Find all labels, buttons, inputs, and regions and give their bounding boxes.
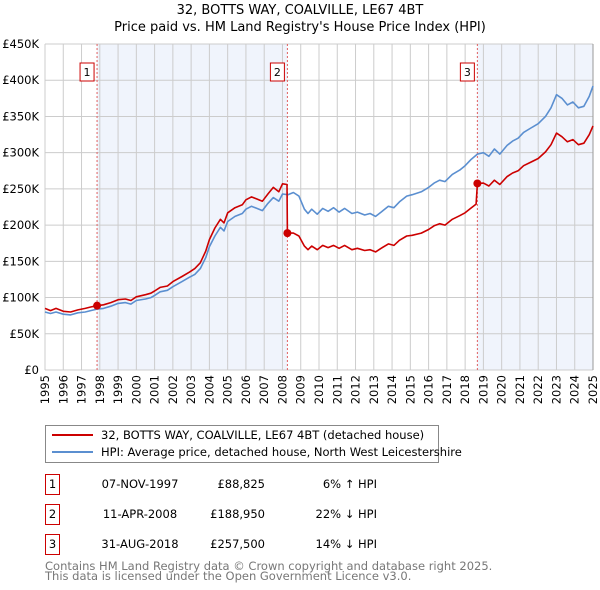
footer-licence: This data is licensed under the Open Gov… [45, 569, 412, 583]
x-tick-label: 2000 [129, 375, 143, 404]
y-tick-label: £250K [2, 182, 39, 196]
x-tick-label: 2008 [275, 375, 289, 404]
x-tick-label: 2009 [294, 375, 308, 404]
x-tick-label: 2017 [440, 375, 454, 404]
y-tick-label: £350K [2, 109, 39, 123]
y-tick-label: £100K [2, 291, 39, 305]
sale-label-box [269, 62, 285, 82]
hpi-line [44, 85, 594, 316]
sale-price: £257,500 [210, 537, 265, 551]
y-tick-label: £150K [2, 254, 39, 268]
price-paid-line [44, 125, 594, 313]
x-tick-label: 2024 [568, 375, 582, 404]
y-tick-label: £450K [2, 37, 39, 51]
footer-copyright: Contains HM Land Registry data © Crown c… [45, 559, 493, 573]
sale-date: 11-APR-2008 [102, 507, 178, 521]
y-tick-label: £200K [2, 218, 39, 232]
row-number-badge: 2 [45, 504, 60, 525]
y-tick-label: £300K [2, 146, 39, 160]
sale-price: £188,950 [210, 507, 265, 521]
x-tick-label: 2011 [330, 375, 344, 404]
y-tick-label: £400K [2, 73, 39, 87]
x-tick-label: 1996 [56, 375, 70, 404]
sale-point [283, 229, 292, 238]
legend-swatch-red [52, 434, 93, 436]
x-tick-label: 2003 [184, 375, 198, 404]
table-row: 3 31-AUG-2018 £257,500 14% ↓ HPI [45, 534, 445, 555]
y-tick-label: £50K [10, 327, 40, 341]
x-tick-label: 2006 [239, 375, 253, 404]
table-row: 1 07-NOV-1997 £88,825 6% ↑ HPI [45, 474, 445, 495]
sale-date: 31-AUG-2018 [101, 537, 179, 551]
x-tick-label: 2013 [367, 375, 381, 404]
table-row: 2 11-APR-2008 £188,950 22% ↓ HPI [45, 504, 445, 525]
x-tick-label: 2016 [422, 375, 436, 404]
shaded-period [97, 44, 288, 370]
x-tick-label: 2012 [349, 375, 363, 404]
x-tick-label: 2025 [586, 375, 600, 404]
legend: 32, BOTTS WAY, COALVILLE, LE67 4BT (deta… [45, 425, 462, 463]
x-tick-label: 1995 [38, 375, 52, 404]
x-tick-label: 1998 [93, 375, 107, 404]
x-tick-label: 2014 [385, 375, 399, 404]
x-tick-label: 2005 [221, 375, 235, 404]
shaded-period [477, 44, 593, 370]
x-tick-label: 2004 [202, 375, 216, 404]
legend-swatch-blue [52, 451, 93, 453]
x-tick-label: 2020 [495, 375, 509, 404]
sale-date: 07-NOV-1997 [101, 477, 179, 491]
sale-label: 2 [274, 66, 281, 79]
sale-label-box [79, 62, 95, 82]
hpi-diff: 6% ↑ HPI [322, 477, 377, 491]
x-tick-label: 2010 [312, 375, 326, 404]
hpi-diff: 22% ↓ HPI [315, 507, 377, 521]
sale-price: £88,825 [217, 477, 265, 491]
x-tick-label: 2019 [476, 375, 490, 404]
legend-label: 32, BOTTS WAY, COALVILLE, LE67 4BT (deta… [101, 428, 425, 442]
sale-point [473, 179, 482, 188]
x-tick-label: 1999 [111, 375, 125, 404]
x-tick-label: 2021 [513, 375, 527, 404]
row-number-badge: 1 [45, 474, 60, 495]
chart-subtitle: Price paid vs. HM Land Registry's House … [114, 20, 486, 35]
x-tick-label: 2002 [166, 375, 180, 404]
y-tick-label: £0 [24, 363, 39, 377]
sale-label: 1 [84, 66, 91, 79]
x-tick-label: 2001 [148, 375, 162, 404]
x-tick-label: 1997 [75, 375, 89, 404]
chart-svg: 1995 1996 1997 1998 1999 2000 2001 2002 2003 2004… [2, 37, 600, 404]
sale-point [93, 301, 102, 310]
sale-label-box [459, 62, 475, 82]
row-number-badge: 3 [45, 534, 60, 555]
chart-title: 32, BOTTS WAY, COALVILLE, LE67 4BT [176, 3, 424, 18]
x-tick-label: 2015 [403, 375, 417, 404]
hpi-diff: 14% ↓ HPI [315, 537, 377, 551]
sale-label: 3 [464, 66, 471, 79]
legend-label: HPI: Average price, detached house, Nort… [101, 445, 462, 459]
x-tick-label: 2022 [531, 375, 545, 404]
x-tick-label: 2023 [549, 375, 563, 404]
x-tick-label: 2018 [458, 375, 472, 404]
x-tick-label: 2007 [257, 375, 271, 404]
